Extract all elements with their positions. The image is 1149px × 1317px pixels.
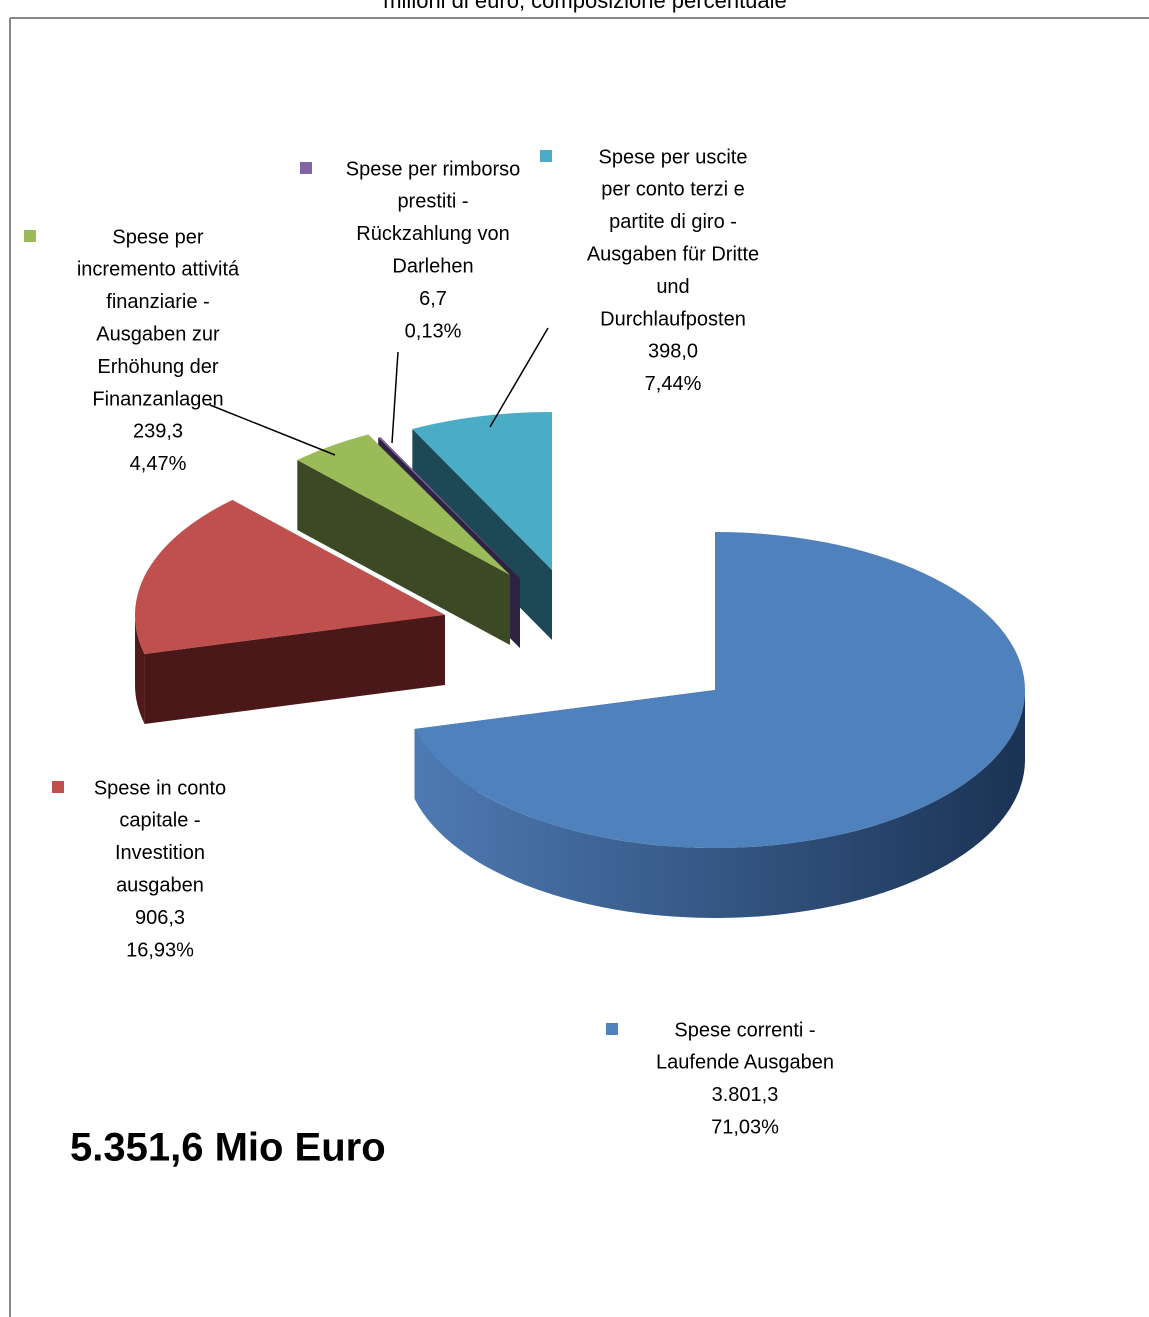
- slice-side: [414, 690, 1025, 918]
- category-label: Spese correnti -: [674, 1019, 815, 1041]
- category-label: prestiti -: [397, 191, 468, 213]
- category-label: Darlehen: [392, 255, 473, 277]
- category-label: Finanzanlagen: [92, 388, 223, 410]
- category-label: Ausgaben für Dritte: [587, 243, 759, 265]
- category-label: Ausgaben zur: [96, 323, 220, 345]
- category-label: und: [656, 276, 689, 298]
- percentage-label: 0,13%: [405, 320, 462, 342]
- slice-wall: [144, 615, 445, 724]
- slice-wall: [297, 460, 510, 645]
- category-label: Laufende Ausgaben: [656, 1052, 834, 1074]
- chart-title: milioni di euro, composizione percentual…: [383, 0, 787, 13]
- slice: [378, 436, 520, 578]
- total-annotation: 5.351,6 Mio Euro: [70, 1126, 386, 1170]
- value-label: 3.801,3: [712, 1084, 779, 1106]
- category-label: Spese per: [112, 226, 204, 248]
- category-label: Investition: [115, 842, 205, 864]
- value-label: 239,3: [133, 421, 183, 443]
- slice: [412, 412, 552, 570]
- category-label: Spese per rimborso: [346, 158, 521, 180]
- percentage-label: 4,47%: [130, 453, 187, 475]
- legend-marker: [606, 1023, 618, 1035]
- category-label: Erhöhung der: [97, 356, 219, 378]
- percentage-label: 7,44%: [645, 373, 702, 395]
- slice: [134, 500, 445, 654]
- slice: [297, 434, 510, 575]
- leader-line: [209, 404, 336, 456]
- slice: [414, 532, 1025, 848]
- leader-line: [489, 327, 549, 428]
- value-label: 906,3: [135, 907, 185, 929]
- value-label: 6,7: [419, 288, 447, 310]
- category-label: Durchlaufposten: [600, 308, 746, 330]
- category-label: per conto terzi e: [601, 179, 744, 201]
- category-label: partite di giro -: [609, 211, 737, 233]
- category-label: finanziarie -: [106, 291, 209, 313]
- category-label: ausgaben: [116, 874, 204, 896]
- legend-marker: [24, 230, 36, 242]
- legend-marker: [52, 781, 64, 793]
- category-label: Rückzahlung von: [356, 223, 509, 245]
- category-label: Spese per uscite: [599, 146, 748, 168]
- percentage-label: 71,03%: [711, 1116, 779, 1138]
- legend-marker: [540, 150, 552, 162]
- slice-side: [135, 615, 145, 724]
- value-label: 398,0: [648, 341, 698, 363]
- leader-line: [391, 351, 399, 444]
- category-label: Spese in conto: [94, 777, 226, 799]
- percentage-label: 16,93%: [126, 939, 194, 961]
- category-label: capitale -: [119, 810, 200, 832]
- legend-marker: [300, 162, 312, 174]
- category-label: incremento attivitá: [77, 259, 240, 281]
